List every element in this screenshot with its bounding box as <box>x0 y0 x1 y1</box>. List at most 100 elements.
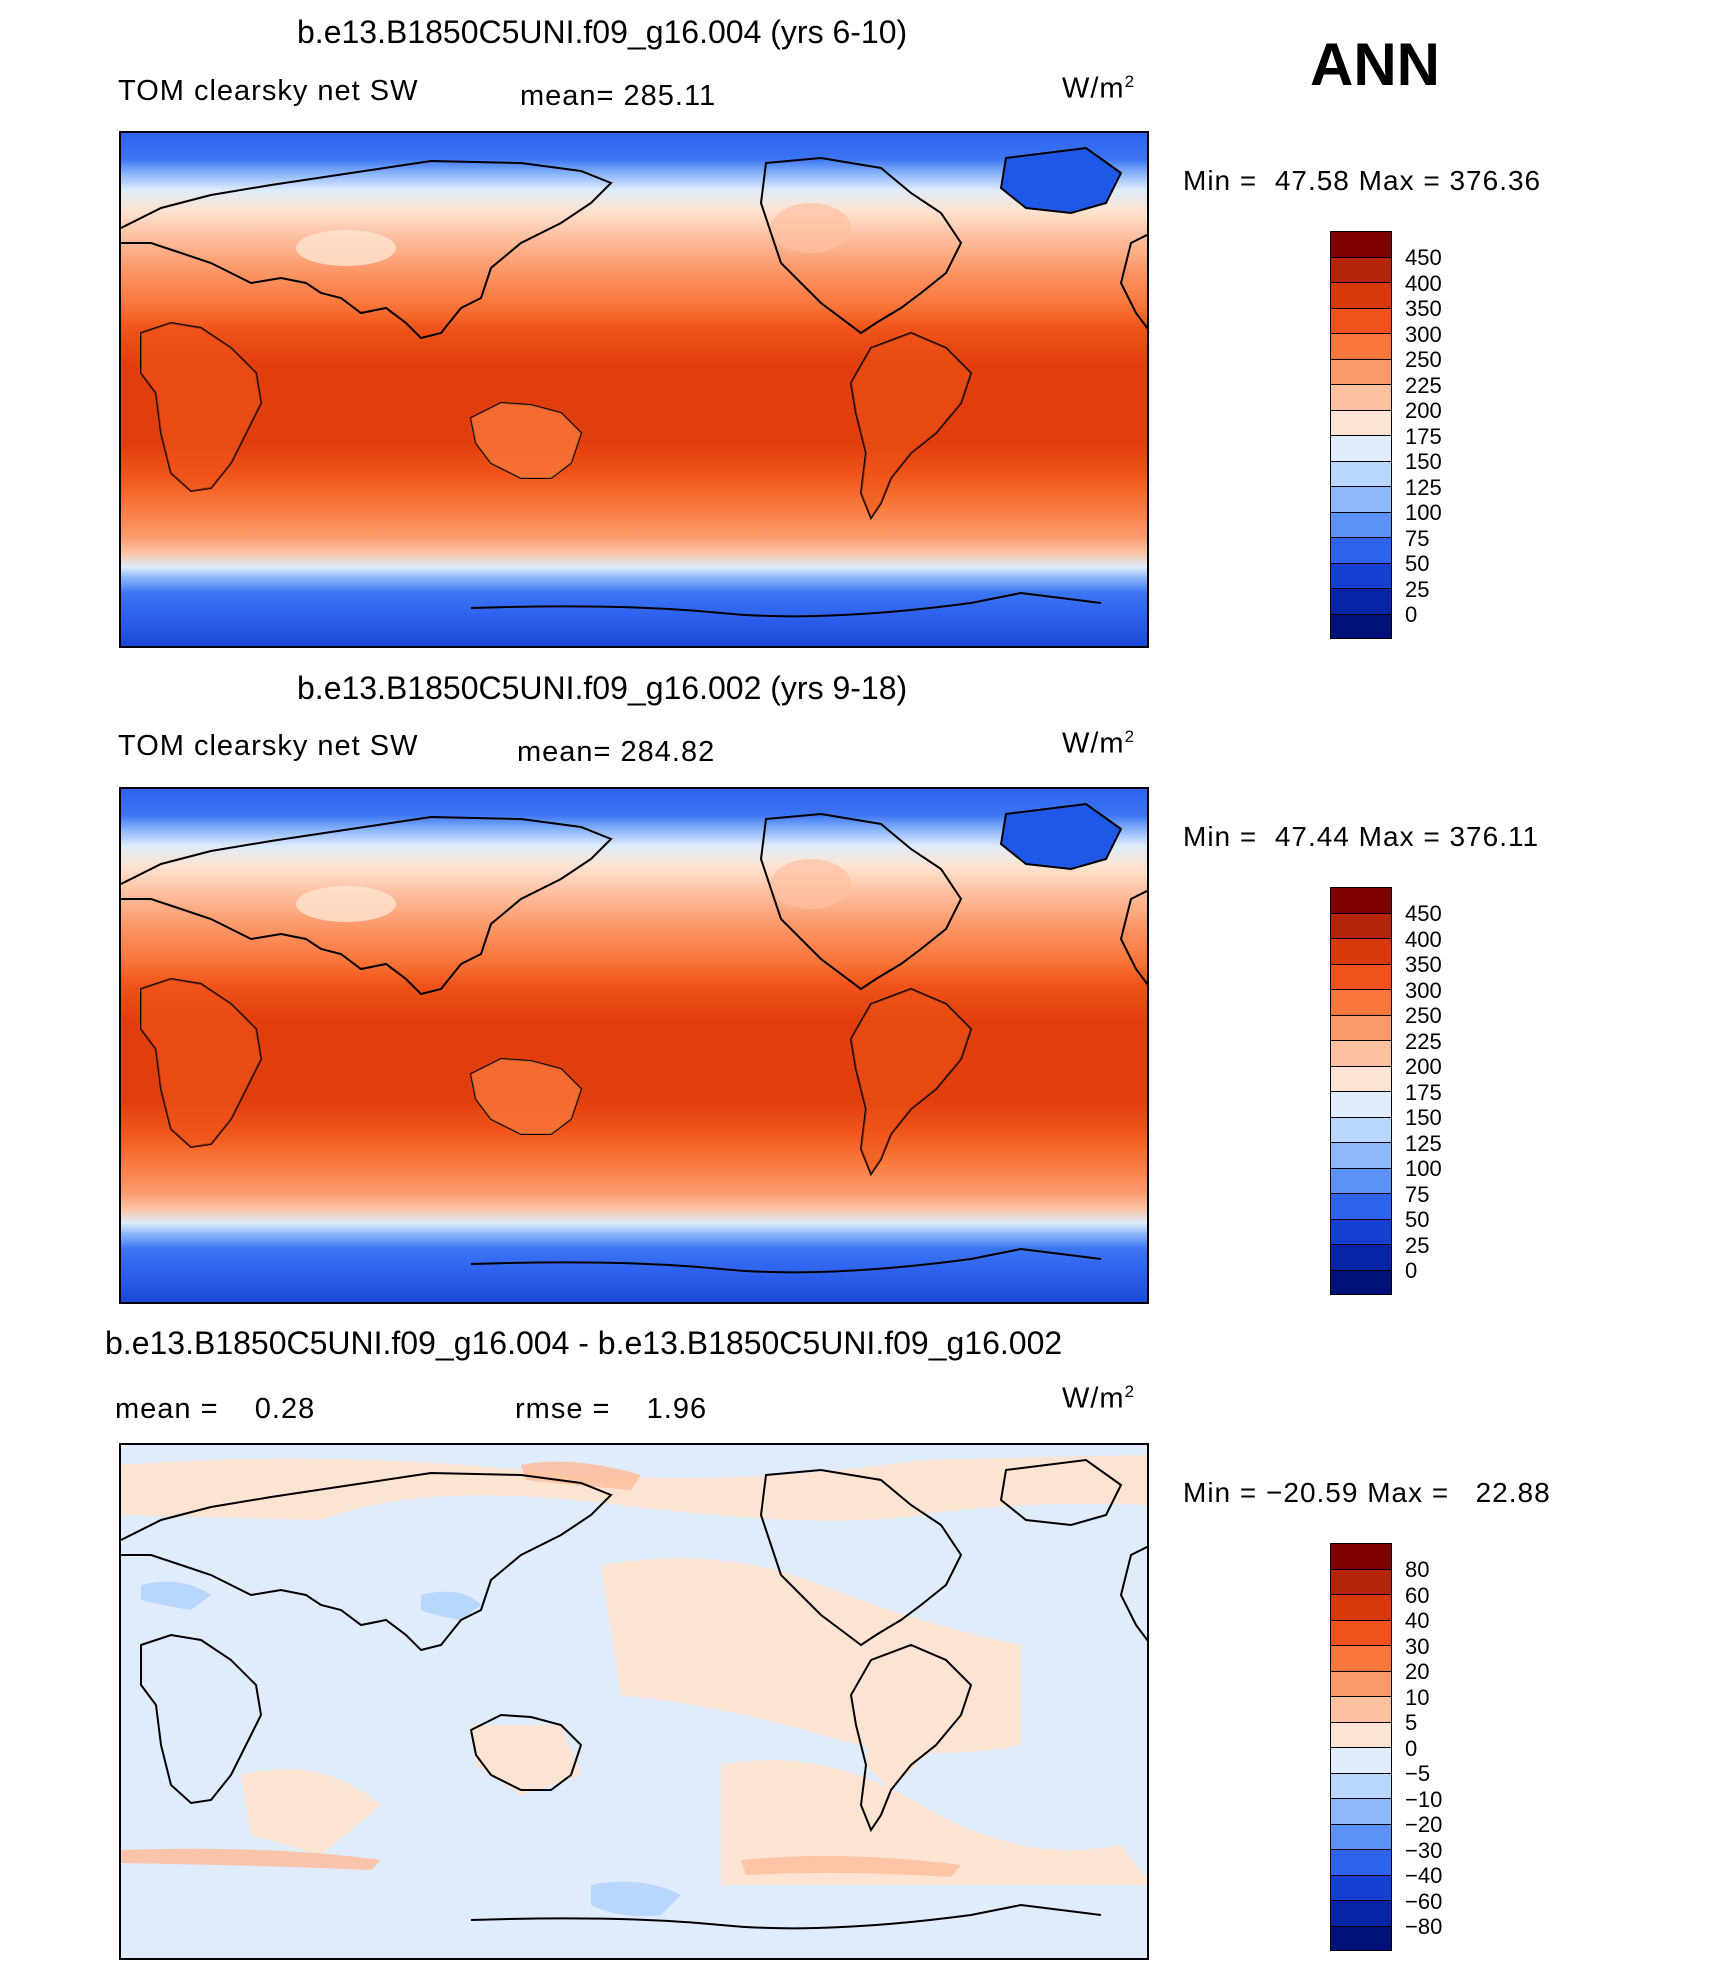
colorbar-swatch <box>1330 1142 1392 1168</box>
colorbar-tick-label: 225 <box>1405 372 1442 398</box>
colorbar-swatch <box>1330 333 1392 359</box>
colorbar-tick-label: 175 <box>1405 1079 1442 1105</box>
panel3-rmse-label: rmse = 1.96 <box>515 1393 708 1425</box>
colorbar-tick-label: 175 <box>1405 423 1442 449</box>
colorbar-tick-label: 50 <box>1405 551 1430 576</box>
panel3-minmax: Min = −20.59 Max = 22.88 <box>1183 1477 1551 1508</box>
colorbar-swatch <box>1330 1594 1392 1620</box>
panel1-colorbar <box>1330 231 1392 639</box>
colorbar-swatch <box>1330 1619 1392 1645</box>
colorbar-tick-label: 20 <box>1405 1659 1430 1684</box>
panel1-colorbar-ticks: 450 400 350 300 250 225 200 175 150 125 100 75 50 25 0 <box>1405 245 1442 628</box>
colorbar-swatch <box>1330 1925 1392 1951</box>
colorbar-swatch <box>1330 1823 1392 1849</box>
colorbar-tick-label: 0 <box>1405 1258 1418 1283</box>
colorbar-swatch <box>1330 1874 1392 1900</box>
colorbar-tick-label: 250 <box>1405 1003 1442 1028</box>
panel3-title: b.e13.B1850C5UNI.f09_g16.004 - b.e13.B18… <box>105 1325 1063 1361</box>
colorbar-tick-label: −30 <box>1405 1837 1443 1863</box>
colorbar-tick-label: 30 <box>1405 1633 1430 1659</box>
colorbar-swatch <box>1330 1040 1392 1066</box>
colorbar-swatch <box>1330 486 1392 512</box>
colorbar-tick-label: 0 <box>1405 1735 1418 1761</box>
colorbar-swatch <box>1330 231 1392 257</box>
colorbar-swatch <box>1330 460 1392 486</box>
panel2-colorbar-ticks: 450 400 350 300 250 225 200 175 150 125 100 75 50 25 0 <box>1405 901 1442 1284</box>
colorbar-swatch <box>1330 1014 1392 1040</box>
colorbar-tick-label: 225 <box>1405 1028 1442 1054</box>
panel1-units: W/m2 <box>1062 72 1136 105</box>
colorbar-swatch <box>1330 358 1392 384</box>
colorbar-tick-label: −80 <box>1405 1914 1443 1939</box>
colorbar-swatch <box>1330 963 1392 989</box>
colorbar-swatch <box>1330 384 1392 410</box>
colorbar-tick-label: 300 <box>1405 977 1442 1003</box>
colorbar-swatch <box>1330 282 1392 308</box>
colorbar-tick-label: −40 <box>1405 1863 1443 1888</box>
colorbar-swatch <box>1330 938 1392 964</box>
colorbar-tick-label: 75 <box>1405 525 1430 551</box>
colorbar-tick-label: 5 <box>1405 1710 1418 1735</box>
colorbar-swatch <box>1330 409 1392 435</box>
colorbar-tick-label: −5 <box>1405 1761 1431 1786</box>
panel3-map <box>119 1443 1149 1960</box>
colorbar-swatch <box>1330 1849 1392 1875</box>
colorbar-tick-label: 75 <box>1405 1181 1430 1207</box>
colorbar-swatch <box>1330 1645 1392 1671</box>
colorbar-tick-label: 80 <box>1405 1557 1430 1582</box>
panel3-colorbar <box>1330 1543 1392 1951</box>
colorbar-tick-label: 50 <box>1405 1207 1430 1232</box>
panel2-units: W/m2 <box>1062 727 1136 760</box>
panel2-mean-label: mean= 284.82 <box>517 736 716 768</box>
colorbar-swatch <box>1330 1747 1392 1773</box>
colorbar-tick-label: 250 <box>1405 347 1442 372</box>
colorbar-tick-label: 450 <box>1405 245 1442 270</box>
colorbar-swatch <box>1330 1900 1392 1926</box>
colorbar-swatch <box>1330 1798 1392 1824</box>
colorbar-swatch <box>1330 1167 1392 1193</box>
colorbar-tick-label: 400 <box>1405 270 1442 296</box>
colorbar-tick-label: 450 <box>1405 901 1442 926</box>
colorbar-swatch <box>1330 1269 1392 1295</box>
panel1-minmax: Min = 47.58 Max = 376.36 <box>1183 165 1542 196</box>
colorbar-swatch <box>1330 1116 1392 1142</box>
colorbar-tick-label: 125 <box>1405 474 1442 500</box>
colorbar-tick-label: 350 <box>1405 296 1442 321</box>
colorbar-swatch <box>1330 1696 1392 1722</box>
colorbar-swatch <box>1330 989 1392 1015</box>
colorbar-tick-label: 350 <box>1405 952 1442 977</box>
colorbar-tick-label: 200 <box>1405 1054 1442 1079</box>
colorbar-swatch <box>1330 562 1392 588</box>
colorbar-swatch <box>1330 1065 1392 1091</box>
colorbar-tick-label: 10 <box>1405 1684 1430 1710</box>
colorbar-tick-label: 150 <box>1405 1105 1442 1130</box>
colorbar-tick-label: 100 <box>1405 500 1442 525</box>
colorbar-swatch <box>1330 1772 1392 1798</box>
colorbar-swatch <box>1330 1218 1392 1244</box>
colorbar-swatch <box>1330 1244 1392 1270</box>
panel2-variable-label: TOM clearsky net SW <box>118 730 419 762</box>
colorbar-swatch <box>1330 1193 1392 1219</box>
colorbar-swatch <box>1330 887 1392 913</box>
panel1-mean-label: mean= 285.11 <box>520 80 717 112</box>
colorbar-tick-label: 125 <box>1405 1130 1442 1156</box>
colorbar-tick-label: 200 <box>1405 398 1442 423</box>
colorbar-tick-label: 0 <box>1405 602 1418 627</box>
panel2-minmax: Min = 47.44 Max = 376.11 <box>1183 821 1540 852</box>
colorbar-swatch <box>1330 511 1392 537</box>
panel1-map <box>119 131 1149 648</box>
colorbar-tick-label: 25 <box>1405 1232 1430 1258</box>
panel1-variable-label: TOM clearsky net SW <box>118 75 419 107</box>
colorbar-tick-label: 300 <box>1405 321 1442 347</box>
colorbar-swatch <box>1330 1721 1392 1747</box>
colorbar-tick-label: 60 <box>1405 1582 1430 1608</box>
colorbar-tick-label: −60 <box>1405 1888 1443 1914</box>
panel2-title: b.e13.B1850C5UNI.f09_g16.002 (yrs 9-18) <box>297 670 908 706</box>
panel2-map <box>119 787 1149 1304</box>
colorbar-swatch <box>1330 588 1392 614</box>
colorbar-swatch <box>1330 256 1392 282</box>
panel3-units: W/m2 <box>1062 1382 1136 1415</box>
panel3-mean-label: mean = 0.28 <box>115 1393 316 1425</box>
season-label: ANN <box>1310 31 1440 98</box>
colorbar-tick-label: −20 <box>1405 1812 1443 1837</box>
